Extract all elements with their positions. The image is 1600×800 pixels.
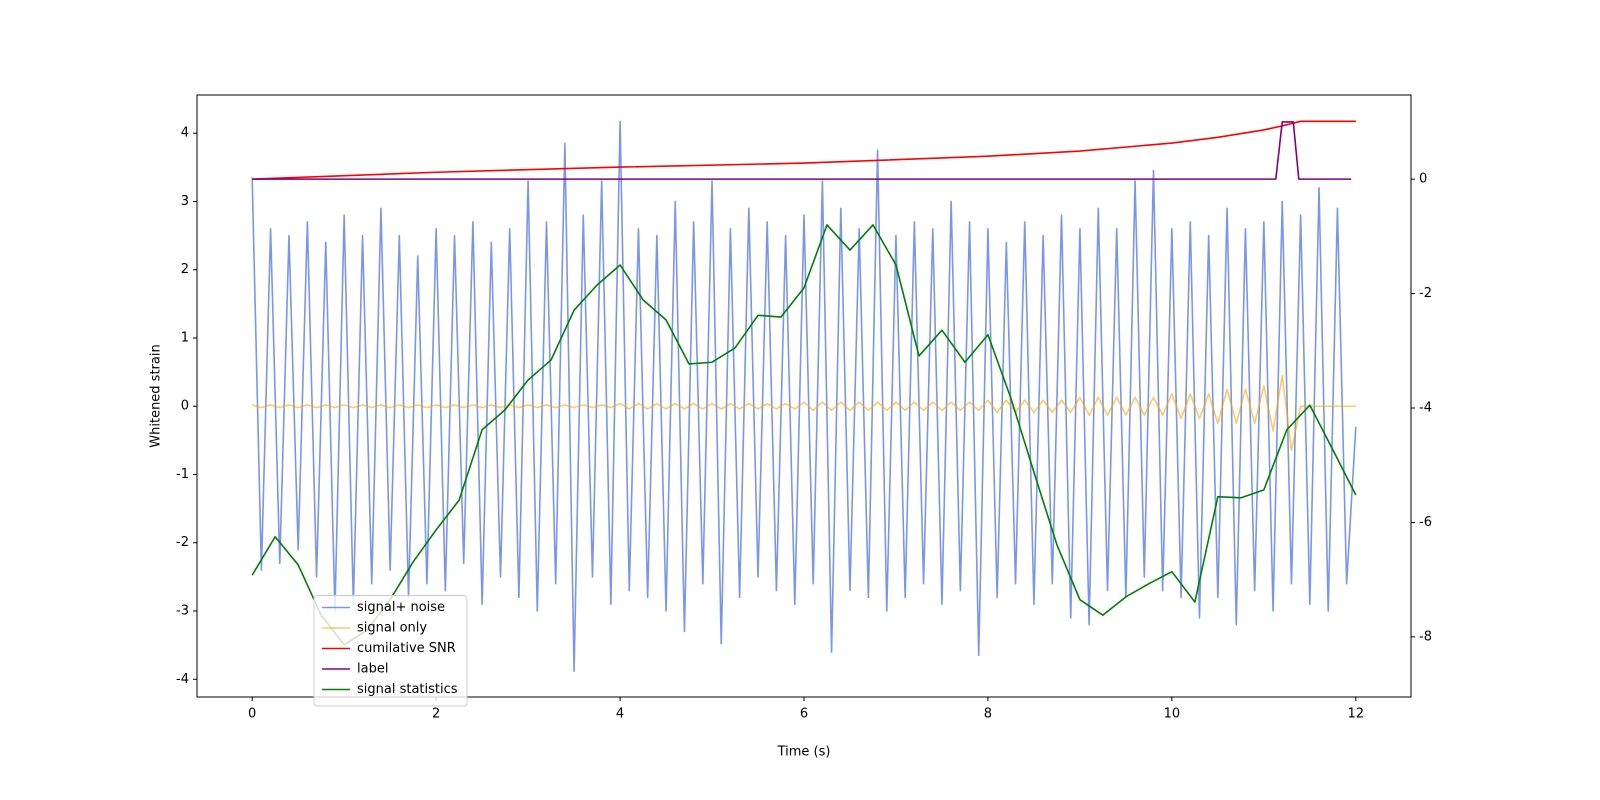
x-tick-label: 8 (984, 707, 992, 722)
x-tick-label: 4 (616, 707, 624, 722)
y2-tick-label: -6 (1419, 515, 1432, 530)
series-line (251, 120, 1357, 672)
legend-label: signal only (357, 621, 427, 636)
x-tick-label: 6 (800, 707, 808, 722)
y-tick-label: -4 (176, 672, 189, 687)
y-tick-label: -1 (176, 467, 189, 482)
x-tick-label: 12 (1348, 707, 1365, 722)
series-line (252, 121, 1352, 180)
x-axis-label: Time (s) (777, 745, 831, 760)
y-axis-label: Whitened strain (149, 344, 164, 447)
legend-label: signal+ noise (357, 600, 445, 615)
series-line (251, 374, 1356, 452)
y-tick-label: 0 (181, 399, 189, 414)
y2-tick-label: 0 (1419, 172, 1427, 187)
y-tick-label: 4 (181, 126, 189, 141)
y2-tick-label: -2 (1419, 286, 1432, 301)
legend-label: signal statistics (357, 682, 458, 697)
legend-box (313, 595, 468, 707)
y-tick-label: 2 (181, 262, 189, 277)
legend-label: label (357, 662, 388, 677)
y2-tick-label: -4 (1419, 401, 1432, 416)
y-tick-label: -3 (176, 604, 189, 619)
legend-label: cumilative SNR (357, 641, 456, 656)
series-line (251, 224, 1357, 646)
y-tick-label: -2 (176, 535, 189, 550)
series-line (252, 120, 1356, 180)
x-tick-label: 10 (1164, 707, 1181, 722)
x-tick-label: 2 (432, 707, 440, 722)
y2-tick-label: -8 (1419, 629, 1432, 644)
x-tick-label: 0 (248, 707, 256, 722)
plot-area (251, 120, 1357, 672)
y-tick-label: 3 (181, 194, 189, 209)
y-tick-label: 1 (181, 330, 189, 345)
